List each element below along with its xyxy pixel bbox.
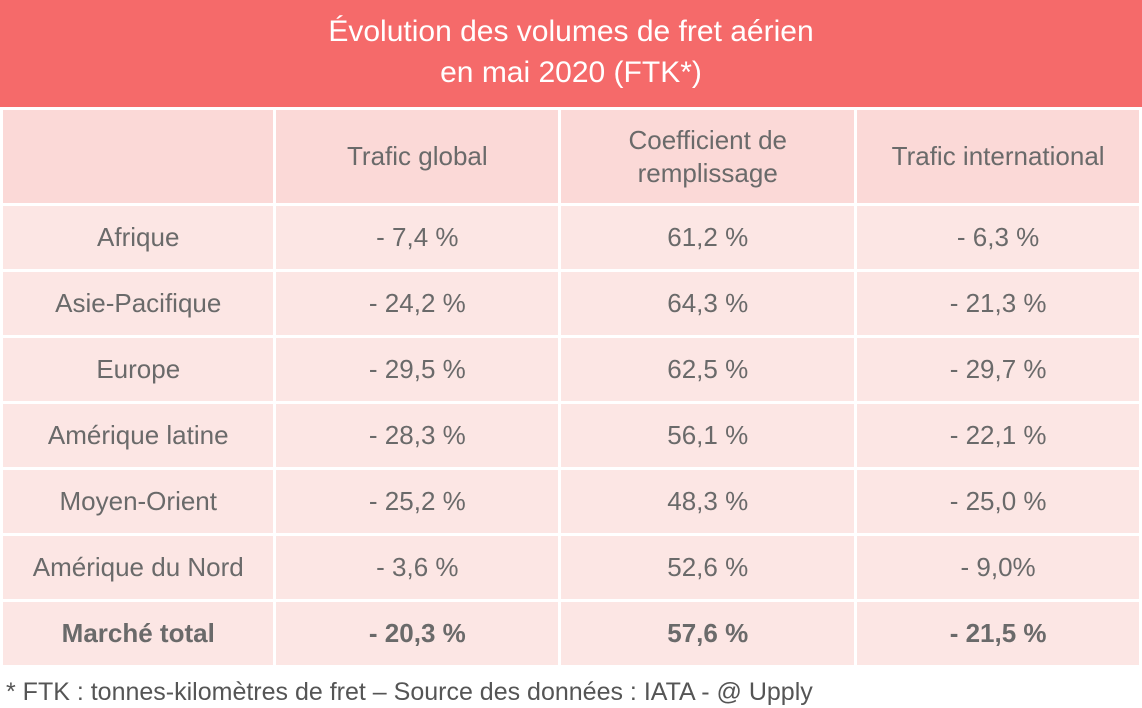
col-header-intl: Trafic international	[857, 110, 1139, 203]
cell-global: - 3,6 %	[276, 536, 558, 599]
table-row: Afrique - 7,4 % 61,2 % - 6,3 %	[3, 206, 1139, 269]
table-title: Évolution des volumes de fret aérien en …	[0, 0, 1142, 107]
table-row: Amérique latine - 28,3 % 56,1 % - 22,1 %	[3, 404, 1139, 467]
cell-global: - 29,5 %	[276, 338, 558, 401]
table-row: Moyen-Orient - 25,2 % 48,3 % - 25,0 %	[3, 470, 1139, 533]
cell-intl: - 6,3 %	[857, 206, 1139, 269]
cell-coef: 56,1 %	[561, 404, 854, 467]
cell-coef: 57,6 %	[561, 602, 854, 665]
row-label: Afrique	[3, 206, 273, 269]
cell-global: - 28,3 %	[276, 404, 558, 467]
cell-coef: 52,6 %	[561, 536, 854, 599]
cell-coef: 62,5 %	[561, 338, 854, 401]
cell-intl: - 29,7 %	[857, 338, 1139, 401]
table-container: Évolution des volumes de fret aérien en …	[0, 0, 1142, 707]
table-body: Afrique - 7,4 % 61,2 % - 6,3 % Asie-Paci…	[3, 206, 1139, 665]
table-row-total: Marché total - 20,3 % 57,6 % - 21,5 %	[3, 602, 1139, 665]
cell-global: - 7,4 %	[276, 206, 558, 269]
table-row: Europe - 29,5 % 62,5 % - 29,7 %	[3, 338, 1139, 401]
table-row: Amérique du Nord - 3,6 % 52,6 % - 9,0%	[3, 536, 1139, 599]
table-row: Asie-Pacifique - 24,2 % 64,3 % - 21,3 %	[3, 272, 1139, 335]
footnote: * FTK : tonnes-kilomètres de fret – Sour…	[0, 668, 1142, 707]
data-table: Trafic global Coefficient de remplissage…	[0, 107, 1142, 668]
row-label: Moyen-Orient	[3, 470, 273, 533]
cell-global: - 24,2 %	[276, 272, 558, 335]
cell-global: - 25,2 %	[276, 470, 558, 533]
cell-global: - 20,3 %	[276, 602, 558, 665]
cell-intl: - 9,0%	[857, 536, 1139, 599]
title-line-2: en mai 2020 (FTK*)	[440, 56, 702, 89]
row-label: Europe	[3, 338, 273, 401]
header-row: Trafic global Coefficient de remplissage…	[3, 110, 1139, 203]
cell-intl: - 25,0 %	[857, 470, 1139, 533]
col-header-coef: Coefficient de remplissage	[561, 110, 854, 203]
title-line-1: Évolution des volumes de fret aérien	[328, 15, 813, 48]
cell-intl: - 21,3 %	[857, 272, 1139, 335]
row-label: Amérique latine	[3, 404, 273, 467]
cell-coef: 64,3 %	[561, 272, 854, 335]
row-label: Asie-Pacifique	[3, 272, 273, 335]
cell-intl: - 21,5 %	[857, 602, 1139, 665]
cell-coef: 61,2 %	[561, 206, 854, 269]
cell-intl: - 22,1 %	[857, 404, 1139, 467]
cell-coef: 48,3 %	[561, 470, 854, 533]
col-header-blank	[3, 110, 273, 203]
col-header-global: Trafic global	[276, 110, 558, 203]
row-label: Amérique du Nord	[3, 536, 273, 599]
row-label: Marché total	[3, 602, 273, 665]
